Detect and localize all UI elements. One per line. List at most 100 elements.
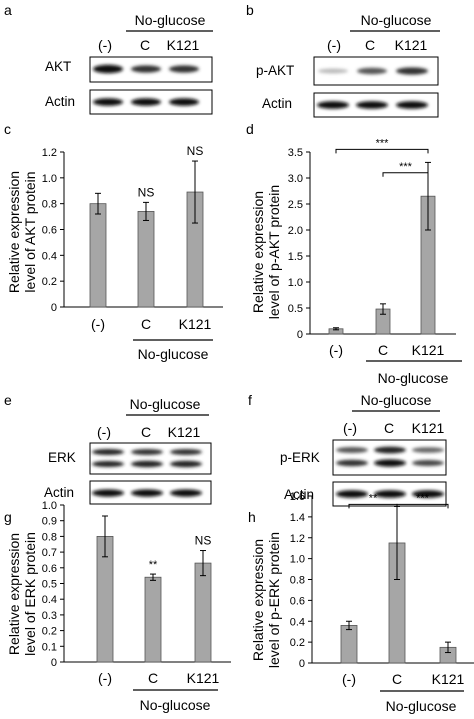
panel-b-target-label: p-AKT <box>256 63 294 78</box>
panel-h-significance-label: *** <box>416 492 430 504</box>
panel-f-actin-band-2 <box>374 490 406 498</box>
panel-g-bar <box>144 576 162 663</box>
panel-b-group-label: No-glucose <box>361 12 432 28</box>
panel-a-band-2 <box>131 65 161 73</box>
panel-f-letter: f <box>248 392 252 408</box>
panel-f-band-1b <box>336 459 368 467</box>
panel-c-plot: 0 0.2 0.4 0.6 0.8 1.0 1.2 (-) C NS K121 NS <box>42 144 223 332</box>
panel-c-group-label: No-glucose <box>138 346 209 362</box>
panel-d-category-label: (-) <box>329 342 343 358</box>
panel-g-bar-annotation: ** <box>149 559 158 571</box>
panel-c-ytick-label: 0.6 <box>42 225 57 237</box>
panel-d-ytick-label: 2.5 <box>288 199 303 211</box>
panel-c-bar-annotation: NS <box>187 144 204 158</box>
panel-f-actin-label: Actin <box>284 487 314 502</box>
panel-g-ytick-label: 1.0 <box>42 500 57 512</box>
panel-c-category-label: (-) <box>91 316 105 332</box>
panel-d-significance-label: *** <box>376 137 390 149</box>
panel-f-group-label: No-glucose <box>361 392 432 408</box>
panel-b-actin-label: Actin <box>262 96 292 111</box>
panel-g-ytick-label: 0.9 <box>42 516 57 528</box>
panel-f-band-3b <box>412 460 444 466</box>
panel-d-category-label: K121 <box>412 342 445 358</box>
panel-d-ytick-label: 3.5 <box>288 147 303 159</box>
panel-d-plot: 0 0.5 1.0 1.5 2.0 2.5 3.0 3.5 (-) C K121 *** *** <box>288 137 456 358</box>
panel-h-ytick-label: 0.2 <box>290 637 305 649</box>
panel-h-category-label: C <box>392 671 402 687</box>
panel-h-category-label: (-) <box>342 671 356 687</box>
panel-g-bar <box>194 562 212 663</box>
panel-h-chart: h Relative expression level of p-ERK pro… <box>248 491 474 714</box>
panel-h-group-label: No-glucose <box>386 698 457 714</box>
panel-d-ylabel-line-1: Relative expression <box>250 191 266 313</box>
panel-d-chart: d Relative expression level of p-AKT pro… <box>246 121 462 386</box>
panel-h-significance-bracket <box>396 503 449 509</box>
panel-f-band-1a <box>336 447 368 453</box>
panel-d-significance-bracket <box>382 172 429 177</box>
panel-e-band-3b <box>170 460 202 468</box>
panel-d-ytick-label: 1.0 <box>288 277 303 289</box>
panel-d-ylabel-line-2: level of p-AKT protein <box>266 185 282 319</box>
panel-e-letter: e <box>4 392 12 408</box>
panel-a-blot: a No-glucose (-) C K121 AKT Actin <box>4 2 213 115</box>
panel-g-ytick-label: 0.8 <box>42 531 57 543</box>
panel-c-ylabel-line-2: level of AKT protein <box>22 171 38 292</box>
panel-c-letter: c <box>4 121 11 137</box>
panel-e-lane-3: K121 <box>168 424 201 440</box>
panel-h-ytick-label: 0 <box>299 658 305 670</box>
panel-c-bar <box>89 203 107 308</box>
panel-b-lane-3: K121 <box>395 37 428 53</box>
panel-e-target-label: ERK <box>48 450 76 465</box>
panel-d-ytick-label: 0 <box>297 329 303 341</box>
panel-f-blot: f No-glucose (-) C K121 p-ERK Actin <box>248 392 447 507</box>
panel-h-ytick-label: 0.8 <box>290 575 305 587</box>
panel-d-letter: d <box>246 121 254 137</box>
panel-h-letter: h <box>248 509 256 525</box>
panel-b-band-3 <box>396 67 428 75</box>
panel-g-bar-annotation: NS <box>195 534 212 548</box>
panel-c-bar <box>137 211 155 308</box>
panel-a-group-label: No-glucose <box>135 12 206 28</box>
panel-f-band-2a <box>374 446 406 454</box>
panel-b-lane-1: (-) <box>327 37 341 53</box>
panel-b-band-2 <box>357 67 387 75</box>
panel-h-significance-label: ** <box>369 492 378 504</box>
panel-h-category-label: K121 <box>432 671 465 687</box>
panel-e-band-3a <box>170 449 202 455</box>
panel-b-actin-band-3 <box>396 101 428 109</box>
panel-a-actin-band-1 <box>93 98 123 106</box>
panel-e-band-1b <box>92 461 124 467</box>
panel-h-ylabel-line-2: level of p-ERK protein <box>266 532 282 668</box>
panel-g-ytick-label: 0.7 <box>42 547 57 559</box>
panel-d-ytick-label: 0.5 <box>288 303 303 315</box>
panel-a-target-label: AKT <box>45 59 71 74</box>
panel-d-category-label: C <box>378 342 388 358</box>
panel-e-band-2b <box>131 460 163 468</box>
panel-b-band-1 <box>318 68 348 74</box>
panel-f-band-3a <box>412 447 444 453</box>
panel-d-ytick-label: 3.0 <box>288 173 303 185</box>
panel-e-lane-1: (-) <box>97 424 111 440</box>
panel-f-lane-2: C <box>384 420 394 436</box>
panel-d-ytick-label: 1.5 <box>288 251 303 263</box>
panel-e-actin-band-3 <box>170 489 202 497</box>
panel-c-ytick-label: 0.4 <box>42 250 57 262</box>
panel-g-category-label: K121 <box>187 670 220 686</box>
panel-e-group-label: No-glucose <box>130 396 201 412</box>
panel-g-plot: 0 0.1 0.2 0.3 0.4 0.5 0.6 0.7 0.8 0.9 1.0 (-) C ** K12… <box>42 500 231 686</box>
panel-f-lane-3: K121 <box>412 420 445 436</box>
panel-b-actin-band-2 <box>356 101 388 109</box>
panel-h-ytick-label: 0.4 <box>290 616 305 628</box>
panel-h-ytick-label: 1.0 <box>290 554 305 566</box>
panel-c-ytick-label: 0.2 <box>42 276 57 288</box>
panel-a-lane-1: (-) <box>98 37 112 53</box>
panel-h-ytick-label: 1.6 <box>290 491 305 503</box>
panel-f-lane-1: (-) <box>343 420 357 436</box>
panel-a-band-1 <box>93 64 123 74</box>
panel-g-ylabel-line-2: level of ERK protein <box>22 532 38 656</box>
panel-c-chart: c Relative expression level of AKT prote… <box>4 121 223 362</box>
panel-g-ytick-label: 0.5 <box>42 579 57 591</box>
panel-b-letter: b <box>246 2 254 18</box>
panel-c-bar-annotation: NS <box>138 185 155 199</box>
panel-e-actin-label: Actin <box>44 485 74 500</box>
